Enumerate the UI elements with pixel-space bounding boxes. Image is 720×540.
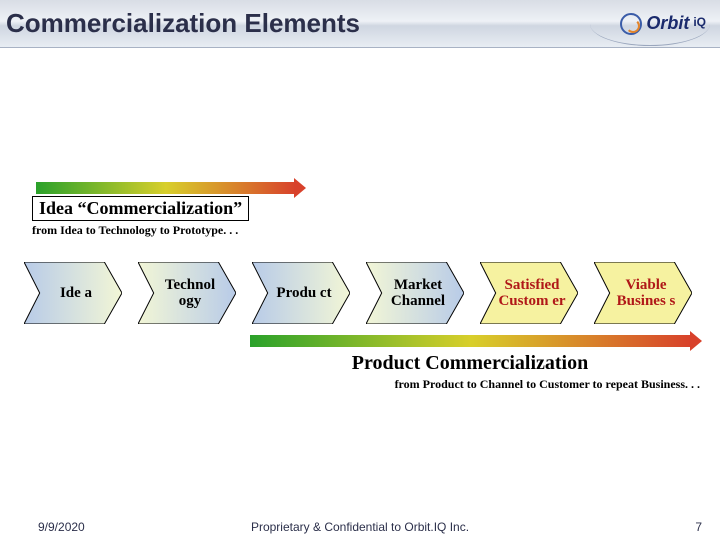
product-title: Product Commercialization: [240, 352, 700, 375]
chevron-label: Viable Busines s: [610, 277, 682, 310]
footer-confidential: Proprietary & Confidential to Orbit.IQ I…: [251, 520, 469, 534]
logo-swirl-icon: [620, 13, 642, 35]
idea-arrow: [36, 182, 296, 194]
chevron-label: Market Channel: [382, 277, 454, 310]
chevron-stage: Market Channel: [366, 262, 464, 324]
chevron-label: Technol ogy: [154, 277, 226, 310]
brand-logo: Orbit iQ: [620, 13, 706, 35]
idea-title: Idea “Commercialization”: [32, 196, 249, 221]
chevron-stage: Ide a: [24, 262, 122, 324]
chevron-stage: Satisfied Custom er: [480, 262, 578, 324]
product-section: Product Commercialization from Product t…: [240, 352, 700, 392]
footer-page-number: 7: [695, 520, 702, 534]
chevron-label: Satisfied Custom er: [496, 277, 568, 310]
logo-subtext: iQ: [693, 15, 706, 29]
logo-text: Orbit: [646, 13, 689, 34]
chevron-label: Ide a: [60, 285, 92, 302]
footer-date: 9/9/2020: [38, 520, 85, 534]
product-arrow: [250, 335, 692, 347]
slide-header: Commercialization Elements Orbit iQ: [0, 0, 720, 48]
slide-footer: 9/9/2020 Proprietary & Confidential to O…: [0, 520, 720, 534]
chevron-label: Produ ct: [276, 285, 331, 302]
product-subtitle: from Product to Channel to Customer to r…: [240, 377, 700, 392]
idea-subtitle: from Idea to Technology to Prototype. . …: [32, 223, 249, 238]
chevron-row: Ide a Technol ogy Produ ct Market Channel Sa…: [24, 262, 692, 324]
chevron-stage: Produ ct: [252, 262, 350, 324]
chevron-stage: Viable Busines s: [594, 262, 692, 324]
chevron-stage: Technol ogy: [138, 262, 236, 324]
idea-section: Idea “Commercialization” from Idea to Te…: [32, 196, 249, 238]
slide-title: Commercialization Elements: [6, 8, 360, 39]
